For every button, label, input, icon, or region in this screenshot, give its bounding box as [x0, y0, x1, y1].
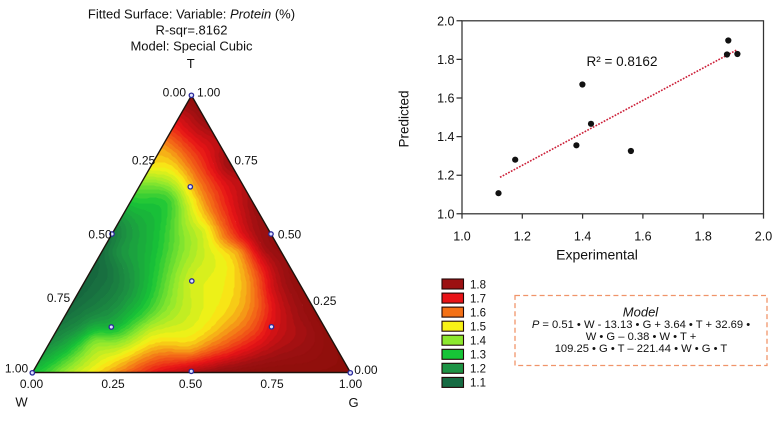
svg-text:1.6: 1.6 — [470, 307, 486, 319]
svg-text:1.0: 1.0 — [437, 207, 454, 221]
svg-text:0.50: 0.50 — [278, 228, 302, 242]
svg-text:1.0: 1.0 — [453, 229, 470, 243]
svg-text:W • G – 0.38 • W • T +: W • G – 0.38 • W • T + — [586, 331, 697, 343]
svg-text:1.1: 1.1 — [470, 378, 486, 390]
svg-text:1.8: 1.8 — [437, 53, 454, 67]
svg-text:1.00: 1.00 — [197, 86, 221, 100]
svg-text:1.2: 1.2 — [514, 229, 531, 243]
svg-text:1.6: 1.6 — [634, 229, 651, 243]
svg-text:1.8: 1.8 — [470, 279, 486, 291]
svg-text:0.50: 0.50 — [179, 377, 203, 391]
svg-text:0.00: 0.00 — [354, 363, 378, 377]
svg-text:0.25: 0.25 — [313, 294, 337, 308]
svg-text:0.25: 0.25 — [132, 154, 156, 168]
svg-text:2.0: 2.0 — [437, 14, 454, 28]
svg-text:W: W — [15, 394, 28, 409]
svg-text:1.7: 1.7 — [470, 293, 486, 305]
svg-text:1.00: 1.00 — [5, 361, 29, 375]
svg-text:R-sqr=.8162: R-sqr=.8162 — [156, 23, 228, 38]
svg-text:109.25 • G • T – 221.44 • W •: 109.25 • G • T – 221.44 • W • G • T — [555, 343, 728, 355]
svg-text:1.4: 1.4 — [470, 336, 487, 348]
svg-text:1.3: 1.3 — [470, 350, 486, 362]
svg-text:0.50: 0.50 — [88, 228, 112, 242]
svg-text:R² = 0.8162: R² = 0.8162 — [587, 54, 658, 69]
svg-text:T: T — [187, 56, 195, 71]
svg-text:P = 0.51 • W - 13.13 • G + 3.6: P = 0.51 • W - 13.13 • G + 3.64 • T + 32… — [532, 319, 750, 331]
svg-text:G: G — [348, 395, 358, 410]
svg-text:Model: Model — [623, 304, 660, 319]
svg-text:2.0: 2.0 — [755, 229, 772, 243]
svg-text:1.8: 1.8 — [695, 229, 712, 243]
svg-text:1.00: 1.00 — [339, 377, 363, 391]
svg-text:0.25: 0.25 — [101, 377, 125, 391]
svg-text:0.75: 0.75 — [260, 377, 284, 391]
svg-text:0.75: 0.75 — [47, 291, 71, 305]
svg-text:1.2: 1.2 — [437, 169, 454, 183]
svg-text:Experimental: Experimental — [556, 247, 638, 263]
svg-text:Predicted: Predicted — [397, 90, 412, 147]
svg-text:1.5: 1.5 — [470, 322, 486, 334]
svg-text:0.00: 0.00 — [20, 377, 44, 391]
svg-text:Model: Special Cubic: Model: Special Cubic — [130, 39, 253, 54]
svg-text:Fitted Surface: Variable: Prot: Fitted Surface: Variable: Protein (%) — [88, 7, 295, 22]
svg-text:1.4: 1.4 — [437, 130, 454, 144]
svg-text:0.75: 0.75 — [234, 154, 258, 168]
svg-text:1.4: 1.4 — [574, 229, 591, 243]
svg-text:1.6: 1.6 — [437, 92, 454, 106]
svg-text:1.2: 1.2 — [470, 364, 486, 376]
svg-text:0.00: 0.00 — [163, 86, 187, 100]
